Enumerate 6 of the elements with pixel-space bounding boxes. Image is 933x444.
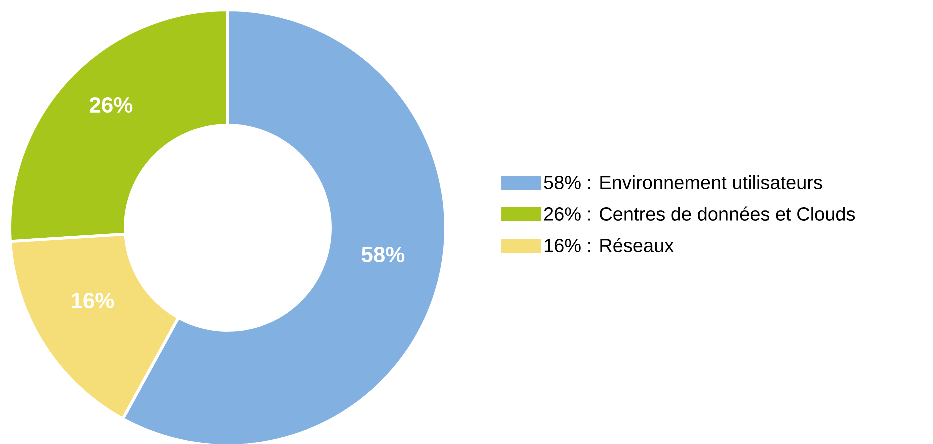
legend-label: 58% : Environnement utilisateurs xyxy=(544,176,822,190)
data-label: 16% xyxy=(72,292,114,309)
data-label: 26% xyxy=(90,97,133,114)
legend-label: 16% : Réseaux xyxy=(544,238,674,252)
data-label: 58% xyxy=(362,246,405,263)
legend-label: 26% : Centres de données et Clouds xyxy=(544,206,856,221)
